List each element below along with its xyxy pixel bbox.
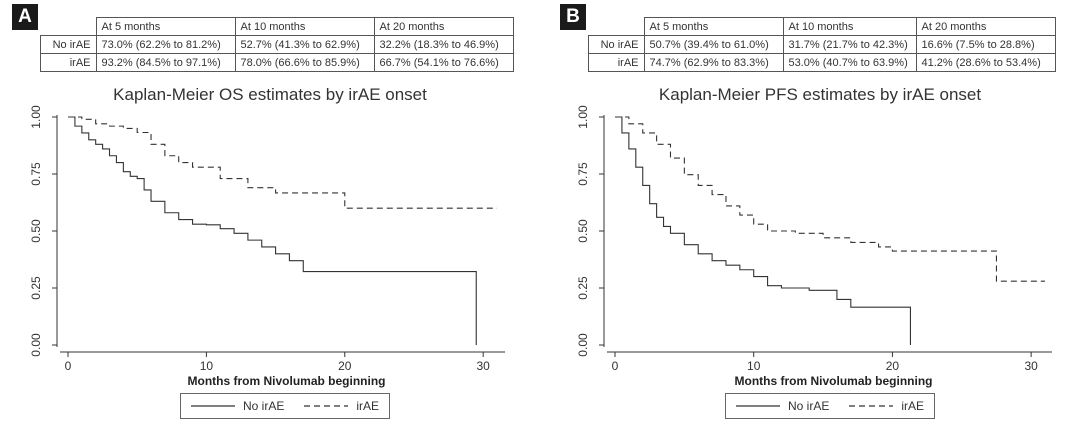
table-row: irAE 74.7% (62.9% to 83.3%) 53.0% (40.7%… [588, 53, 1056, 72]
panel-label: B [560, 4, 586, 30]
y-tick-label: 1.00 [29, 105, 43, 129]
table-cell: 50.7% (39.4% to 61.0%) [643, 35, 784, 54]
legend-item-irae: irAE [849, 399, 924, 413]
legend-item-no-irae: No irAE [736, 399, 829, 413]
legend-swatch-solid [736, 405, 780, 407]
panel-a: A At 5 months At 10 months At 20 months … [12, 4, 514, 419]
x-axis-label: Months from Nivolumab beginning [735, 374, 933, 388]
y-tick-label: 0.25 [29, 276, 43, 300]
x-tick-label: 0 [65, 359, 72, 373]
table-row-label: irAE [588, 53, 645, 72]
y-tick-label: 0.25 [576, 276, 590, 300]
table-header: At 5 months [95, 17, 236, 36]
legend-swatch-dashed [849, 405, 894, 407]
legend-swatch-dashed [304, 405, 349, 407]
table-row: No irAE 50.7% (39.4% to 61.0%) 31.7% (21… [588, 35, 1056, 54]
panel-b: B At 5 months At 10 months At 20 months … [540, 0, 1080, 441]
series-line-irae [68, 116, 497, 209]
x-tick-label: 10 [747, 359, 761, 373]
panel-label: A [12, 4, 38, 30]
x-tick-label: 20 [886, 359, 900, 373]
km-chart-os: 0.00 0.25 0.50 0.75 1.00 0 10 20 30 Months from N… [29, 105, 505, 388]
legend: No irAE irAE [725, 393, 936, 419]
y-tick-label: 0.00 [576, 333, 590, 357]
x-tick-label: 20 [338, 359, 352, 373]
legend-label: No irAE [788, 399, 830, 413]
table-header-row: At 5 months At 10 months At 20 months [588, 17, 1056, 36]
table-cell: 78.0% (66.6% to 85.9%) [234, 53, 375, 72]
table-cell: 66.7% (54.1% to 76.6%) [373, 53, 514, 72]
table-row-label: irAE [40, 53, 97, 72]
y-tick-label: 0.75 [576, 162, 590, 186]
legend-item-irae: irAE [304, 399, 379, 413]
series-line-irae [615, 116, 1045, 282]
table-cell: 32.2% (18.3% to 46.9%) [373, 35, 514, 54]
x-tick-label: 30 [1024, 359, 1038, 373]
x-tick-label: 0 [612, 359, 619, 373]
table-cell: 93.2% (84.5% to 97.1%) [95, 53, 236, 72]
chart-title: Kaplan-Meier OS estimates by irAE onset [113, 85, 427, 104]
y-tick-label: 0.50 [29, 219, 43, 243]
km-chart-pfs: 0.00 0.25 0.50 0.75 1.00 0 10 20 30 Months from N… [576, 105, 1052, 388]
x-tick-label: 10 [200, 359, 214, 373]
y-tick-label: 0.50 [576, 219, 590, 243]
survival-table: At 5 months At 10 months At 20 months No… [40, 17, 514, 72]
y-tick-label: 0.00 [29, 333, 43, 357]
legend-label: No irAE [243, 399, 285, 413]
legend-label: irAE [356, 399, 380, 413]
y-tick-label: 0.75 [29, 162, 43, 186]
legend-item-no-irae: No irAE [191, 399, 284, 413]
table-row: No irAE 73.0% (62.2% to 81.2%) 52.7% (41… [40, 35, 514, 54]
table-header: At 20 months [373, 17, 514, 36]
legend-swatch-solid [191, 405, 235, 407]
table-row: irAE 93.2% (84.5% to 97.1%) 78.0% (66.6%… [40, 53, 514, 72]
table-row-label: No irAE [588, 35, 645, 54]
series-line-no-irae [615, 116, 912, 345]
table-cell: 53.0% (40.7% to 63.9%) [782, 53, 917, 72]
y-tick-label: 1.00 [576, 105, 590, 129]
table-cell: 74.7% (62.9% to 83.3%) [643, 53, 784, 72]
table-header: At 5 months [643, 17, 784, 36]
table-cell: 52.7% (41.3% to 62.9%) [234, 35, 375, 54]
table-cell: 41.2% (28.6% to 53.4%) [915, 53, 1056, 72]
x-axis-label: Months from Nivolumab beginning [188, 374, 386, 388]
x-tick-label: 30 [476, 359, 490, 373]
legend: No irAE irAE [180, 393, 391, 419]
series-line-no-irae [68, 116, 477, 345]
table-header: At 20 months [915, 17, 1056, 36]
chart-title: Kaplan-Meier PFS estimates by irAE onset [658, 85, 982, 104]
survival-table: At 5 months At 10 months At 20 months No… [588, 17, 1056, 72]
legend-label: irAE [901, 399, 925, 413]
